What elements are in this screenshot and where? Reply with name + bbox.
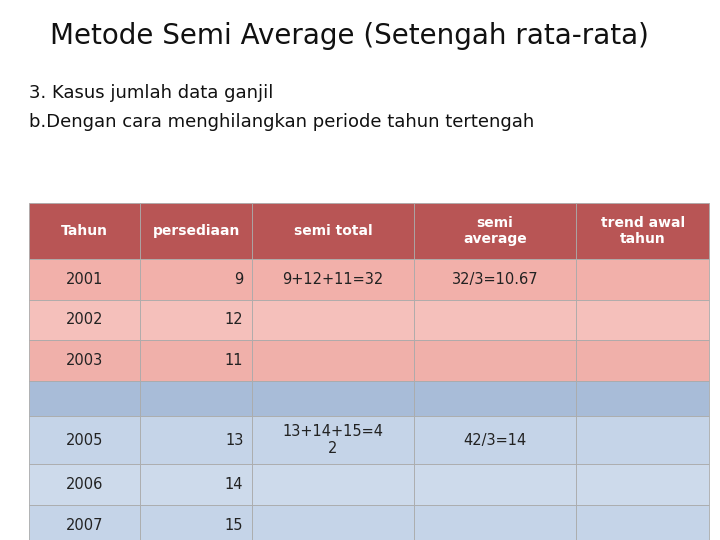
Text: 2005: 2005 <box>66 433 103 448</box>
FancyBboxPatch shape <box>414 416 576 464</box>
Text: 2002: 2002 <box>66 313 104 327</box>
FancyBboxPatch shape <box>140 300 252 340</box>
FancyBboxPatch shape <box>252 505 414 540</box>
Text: 2007: 2007 <box>66 518 104 532</box>
Text: trend awal
tahun: trend awal tahun <box>600 216 685 246</box>
Text: 9: 9 <box>234 272 243 287</box>
FancyBboxPatch shape <box>29 340 140 381</box>
Text: 3. Kasus jumlah data ganjil: 3. Kasus jumlah data ganjil <box>29 84 273 102</box>
FancyBboxPatch shape <box>414 300 576 340</box>
FancyBboxPatch shape <box>140 416 252 464</box>
FancyBboxPatch shape <box>29 416 140 464</box>
FancyBboxPatch shape <box>414 464 576 505</box>
FancyBboxPatch shape <box>576 464 709 505</box>
FancyBboxPatch shape <box>140 259 252 300</box>
FancyBboxPatch shape <box>252 464 414 505</box>
FancyBboxPatch shape <box>140 505 252 540</box>
FancyBboxPatch shape <box>140 202 252 259</box>
Text: 2006: 2006 <box>66 477 103 492</box>
FancyBboxPatch shape <box>29 300 140 340</box>
FancyBboxPatch shape <box>29 464 140 505</box>
FancyBboxPatch shape <box>414 340 576 381</box>
FancyBboxPatch shape <box>252 300 414 340</box>
FancyBboxPatch shape <box>29 259 140 300</box>
FancyBboxPatch shape <box>140 381 252 416</box>
FancyBboxPatch shape <box>252 340 414 381</box>
FancyBboxPatch shape <box>576 259 709 300</box>
Text: 13: 13 <box>225 433 243 448</box>
Text: Metode Semi Average (Setengah rata-rata): Metode Semi Average (Setengah rata-rata) <box>50 22 649 50</box>
Text: semi
average: semi average <box>463 216 527 246</box>
Text: 13+14+15=4
2: 13+14+15=4 2 <box>282 424 384 456</box>
FancyBboxPatch shape <box>576 505 709 540</box>
Text: 32/3=10.67: 32/3=10.67 <box>451 272 539 287</box>
FancyBboxPatch shape <box>414 202 576 259</box>
FancyBboxPatch shape <box>414 259 576 300</box>
FancyBboxPatch shape <box>252 416 414 464</box>
FancyBboxPatch shape <box>140 464 252 505</box>
Text: 14: 14 <box>225 477 243 492</box>
Text: 9+12+11=32: 9+12+11=32 <box>282 272 384 287</box>
Text: persediaan: persediaan <box>153 224 240 238</box>
FancyBboxPatch shape <box>414 505 576 540</box>
Text: 42/3=14: 42/3=14 <box>464 433 526 448</box>
Text: 2001: 2001 <box>66 272 103 287</box>
FancyBboxPatch shape <box>252 202 414 259</box>
FancyBboxPatch shape <box>140 340 252 381</box>
FancyBboxPatch shape <box>252 259 414 300</box>
FancyBboxPatch shape <box>576 416 709 464</box>
FancyBboxPatch shape <box>29 505 140 540</box>
Text: Tahun: Tahun <box>61 224 108 238</box>
Text: semi total: semi total <box>294 224 372 238</box>
Text: 2003: 2003 <box>66 353 103 368</box>
FancyBboxPatch shape <box>29 381 140 416</box>
FancyBboxPatch shape <box>29 202 140 259</box>
FancyBboxPatch shape <box>576 340 709 381</box>
Text: 11: 11 <box>225 353 243 368</box>
FancyBboxPatch shape <box>576 202 709 259</box>
FancyBboxPatch shape <box>576 300 709 340</box>
Text: 15: 15 <box>225 518 243 532</box>
Text: b.Dengan cara menghilangkan periode tahun tertengah: b.Dengan cara menghilangkan periode tahu… <box>29 113 534 131</box>
FancyBboxPatch shape <box>252 381 414 416</box>
FancyBboxPatch shape <box>414 381 576 416</box>
Text: 12: 12 <box>225 313 243 327</box>
FancyBboxPatch shape <box>576 381 709 416</box>
